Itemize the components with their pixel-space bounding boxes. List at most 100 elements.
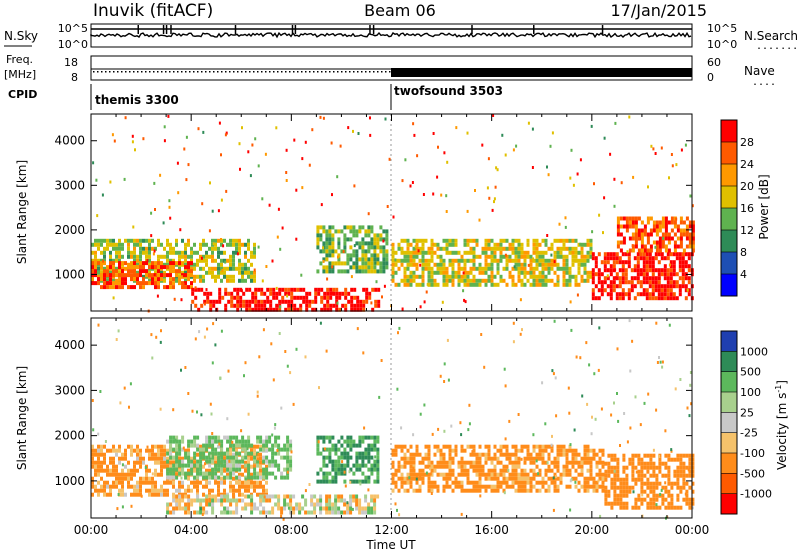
heatmap-cell xyxy=(445,194,448,198)
heatmap-cell xyxy=(575,355,578,359)
heatmap-cell xyxy=(109,238,112,243)
heatmap-cell xyxy=(691,453,695,458)
heatmap-cell xyxy=(364,261,368,266)
heatmap-cell xyxy=(229,238,232,243)
heatmap-cell xyxy=(97,488,100,493)
heatmap-cell xyxy=(466,480,470,485)
heatmap-cell xyxy=(331,245,335,250)
heatmap-cell xyxy=(514,282,518,287)
heatmap-cell xyxy=(184,246,187,251)
velocity-y-axis-label: Slant Range [km] xyxy=(15,366,29,470)
heatmap-cell xyxy=(385,249,389,254)
heatmap-cell xyxy=(544,278,548,283)
heatmap-cell xyxy=(646,501,650,506)
heatmap-cell xyxy=(556,456,560,461)
heatmap-cell xyxy=(613,497,617,502)
heatmap-cell xyxy=(565,246,569,251)
heatmap-cell xyxy=(670,457,674,462)
heatmap-cell xyxy=(178,250,181,255)
heatmap-cell xyxy=(362,351,365,355)
heatmap-cell xyxy=(637,497,641,502)
heatmap-cell xyxy=(172,455,176,460)
heatmap-cell xyxy=(178,463,182,468)
heatmap-cell xyxy=(124,238,127,243)
heatmap-cell xyxy=(346,451,350,456)
heatmap-cell xyxy=(370,269,374,274)
heatmap-cell xyxy=(148,238,151,243)
heatmap-cell xyxy=(553,270,557,275)
time-tick-label: 00:00 xyxy=(74,523,109,537)
heatmap-cell xyxy=(655,497,659,502)
heatmap-cell xyxy=(586,274,590,279)
heatmap-cell xyxy=(427,246,431,251)
heatmap-cell xyxy=(157,258,160,263)
heatmap-cell xyxy=(607,501,611,506)
heatmap-cell xyxy=(478,472,482,477)
heatmap-cell xyxy=(322,259,325,263)
heatmap-cell xyxy=(634,228,638,233)
heatmap-cell xyxy=(127,285,130,290)
heatmap-cell xyxy=(235,266,238,271)
heatmap-cell xyxy=(577,250,581,255)
heatmap-cell xyxy=(627,260,631,265)
heatmap-cell xyxy=(224,291,228,296)
heatmap-cell xyxy=(211,435,215,440)
heatmap-cell xyxy=(220,258,223,263)
heatmap-cell xyxy=(112,456,115,461)
heatmap-cell xyxy=(493,242,497,247)
heatmap-cell xyxy=(682,497,686,502)
heatmap-cell xyxy=(660,292,664,297)
heatmap-cell xyxy=(226,435,230,440)
heatmap-cell xyxy=(319,115,322,119)
heatmap-cell xyxy=(265,488,268,493)
heatmap-cell xyxy=(607,461,611,466)
heatmap-cell xyxy=(115,484,118,489)
heatmap-cell xyxy=(92,428,95,432)
heatmap-cell xyxy=(440,193,443,197)
heatmap-cell xyxy=(442,258,446,263)
heatmap-cell xyxy=(574,484,578,489)
heatmap-cell xyxy=(358,443,362,448)
heatmap-cell xyxy=(205,459,209,464)
heatmap-cell xyxy=(241,464,244,469)
heatmap-cell xyxy=(577,266,581,271)
heatmap-cell xyxy=(236,303,240,308)
heatmap-cell xyxy=(565,468,569,473)
heatmap-cell xyxy=(580,472,584,477)
heatmap-cell xyxy=(184,494,188,499)
heatmap-cell xyxy=(367,249,371,254)
heatmap-cell xyxy=(99,390,102,393)
heatmap-cell xyxy=(517,488,521,493)
heatmap-cell xyxy=(364,494,368,499)
heatmap-cell xyxy=(169,464,172,469)
heatmap-cell xyxy=(397,246,401,251)
heatmap-cell xyxy=(546,461,549,465)
heatmap-cell xyxy=(643,232,647,237)
heatmap-cell xyxy=(466,282,470,287)
heatmap-cell xyxy=(377,303,381,308)
heatmap-cell xyxy=(580,242,584,247)
heatmap-cell xyxy=(409,484,413,489)
heatmap-cell xyxy=(314,291,318,296)
freq-point xyxy=(181,71,183,73)
heatmap-cell xyxy=(639,256,643,261)
heatmap-cell xyxy=(687,288,691,293)
heatmap-cell xyxy=(484,258,488,263)
heatmap-cell xyxy=(436,488,440,493)
heatmap-cell xyxy=(667,489,671,494)
heatmap-cell xyxy=(571,460,575,465)
heatmap-cell xyxy=(427,270,431,275)
heatmap-cell xyxy=(150,333,153,337)
heatmap-cell xyxy=(274,463,278,468)
heatmap-cell xyxy=(654,152,657,155)
heatmap-cell xyxy=(328,261,332,266)
heatmap-cell xyxy=(469,238,473,243)
heatmap-cell xyxy=(487,246,491,251)
heatmap-cell xyxy=(217,246,220,251)
heatmap-cell xyxy=(637,493,641,498)
heatmap-cell xyxy=(547,488,551,493)
time-tick-label: 08:00 xyxy=(274,523,309,537)
heatmap-cell xyxy=(265,265,268,268)
heatmap-cell xyxy=(503,491,506,495)
heatmap-cell xyxy=(475,484,479,489)
